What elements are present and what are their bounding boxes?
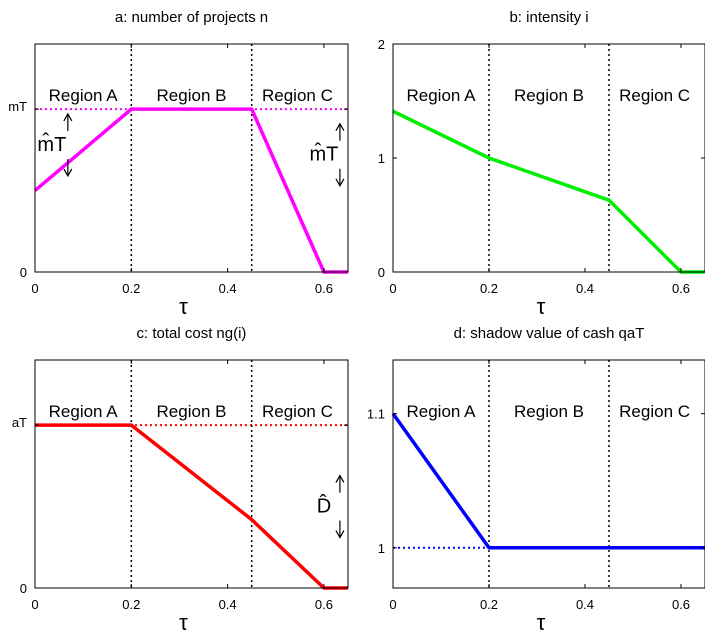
region-label: Region C bbox=[262, 402, 333, 421]
panel-a: a: number of projects n Region A Region B Re… bbox=[8, 9, 349, 319]
series-line bbox=[392, 109, 705, 274]
region-label: Region B bbox=[514, 402, 584, 421]
panel-c: c: total cost ng(i) Region A Region B Region… bbox=[12, 325, 349, 633]
y-tick-label: 1 bbox=[378, 541, 385, 556]
y-tick-label: 1 bbox=[378, 151, 385, 166]
region-label: Region A bbox=[407, 86, 477, 105]
x-tick-label: 0.4 bbox=[219, 281, 237, 296]
arrow-down-head-icon bbox=[335, 178, 345, 187]
arrow-up-head-icon bbox=[63, 112, 73, 122]
chart-title-symbol: n bbox=[260, 9, 268, 26]
arrow-up-head-icon bbox=[335, 122, 345, 132]
region-label: Region C bbox=[619, 402, 690, 421]
x-tick-label: 0.2 bbox=[122, 281, 140, 296]
y-tick-label: 0 bbox=[378, 265, 385, 280]
series-line bbox=[391, 412, 705, 550]
arrow-up-head-icon bbox=[335, 474, 345, 483]
x-tick-label: 0.2 bbox=[480, 597, 498, 612]
region-label: Region B bbox=[157, 402, 227, 421]
y-tick-label: 2 bbox=[378, 37, 385, 52]
x-tick-label: 0.4 bbox=[219, 597, 237, 612]
plot-frame bbox=[392, 359, 705, 589]
x-tick-label: 0.6 bbox=[315, 597, 333, 612]
panel-b: b: intensity i Region A Region B Region C 0 0.… bbox=[378, 9, 705, 319]
x-axis-label: τ bbox=[179, 610, 188, 633]
series-line bbox=[35, 423, 348, 590]
x-tick-label: 0.6 bbox=[672, 281, 690, 296]
region-label: Region A bbox=[49, 402, 119, 421]
x-axis-label: τ bbox=[179, 294, 188, 319]
annotation-label: m̂T bbox=[37, 133, 66, 156]
x-tick-label: 0.6 bbox=[315, 281, 333, 296]
region-label: Region A bbox=[49, 86, 119, 105]
plot-frame bbox=[392, 43, 705, 273]
chart-title: c: total cost ng(i) bbox=[137, 325, 247, 342]
plot-frame bbox=[34, 43, 349, 273]
series-line bbox=[33, 107, 348, 274]
region-label: Region C bbox=[262, 86, 333, 105]
panel-d: d: shadow value of cash qaT Region A Region… bbox=[367, 325, 705, 633]
annotation-label: m̂T bbox=[309, 142, 338, 165]
annotation-label: D̂ bbox=[317, 494, 331, 517]
x-tick-label: 0 bbox=[389, 281, 396, 296]
x-axis-label: τ bbox=[537, 294, 546, 319]
chart-title-text: d: shadow value of cash bbox=[454, 325, 615, 342]
chart-title-symbol: qaT bbox=[619, 325, 645, 342]
region-label: Region B bbox=[157, 86, 227, 105]
x-axis-label: τ bbox=[537, 610, 546, 633]
chart-title: a: number of projects n bbox=[115, 9, 268, 26]
x-tick-label: 0.2 bbox=[480, 281, 498, 296]
y-tick-label: mT bbox=[8, 99, 27, 114]
x-tick-label: 0 bbox=[31, 597, 38, 612]
x-tick-label: 0.2 bbox=[122, 597, 140, 612]
x-tick-label: 0.4 bbox=[576, 597, 594, 612]
y-tick-label: 0 bbox=[20, 581, 27, 596]
arrow-down-head-icon bbox=[335, 530, 345, 539]
chart-title-symbol: ng(i) bbox=[216, 325, 246, 342]
region-label: Region B bbox=[514, 86, 584, 105]
chart-title-text: b: intensity bbox=[509, 9, 581, 26]
chart-title: d: shadow value of cash qaT bbox=[454, 325, 645, 342]
x-tick-label: 0 bbox=[31, 281, 38, 296]
region-label: Region C bbox=[619, 86, 690, 105]
region-label: Region A bbox=[407, 402, 477, 421]
y-tick-label: 0 bbox=[20, 265, 27, 280]
arrow-down-head-icon bbox=[63, 168, 73, 178]
x-tick-label: 0 bbox=[389, 597, 396, 612]
x-tick-label: 0.6 bbox=[672, 597, 690, 612]
chart-title-text: a: number of projects bbox=[115, 9, 256, 26]
y-tick-label: 1.1 bbox=[367, 407, 385, 422]
chart-title-text: c: total cost bbox=[137, 325, 214, 342]
chart-title-symbol: i bbox=[585, 9, 588, 26]
plot-frame bbox=[34, 359, 349, 589]
y-tick-label: aT bbox=[12, 415, 27, 430]
x-tick-label: 0.4 bbox=[576, 281, 594, 296]
chart-title: b: intensity i bbox=[509, 9, 588, 26]
